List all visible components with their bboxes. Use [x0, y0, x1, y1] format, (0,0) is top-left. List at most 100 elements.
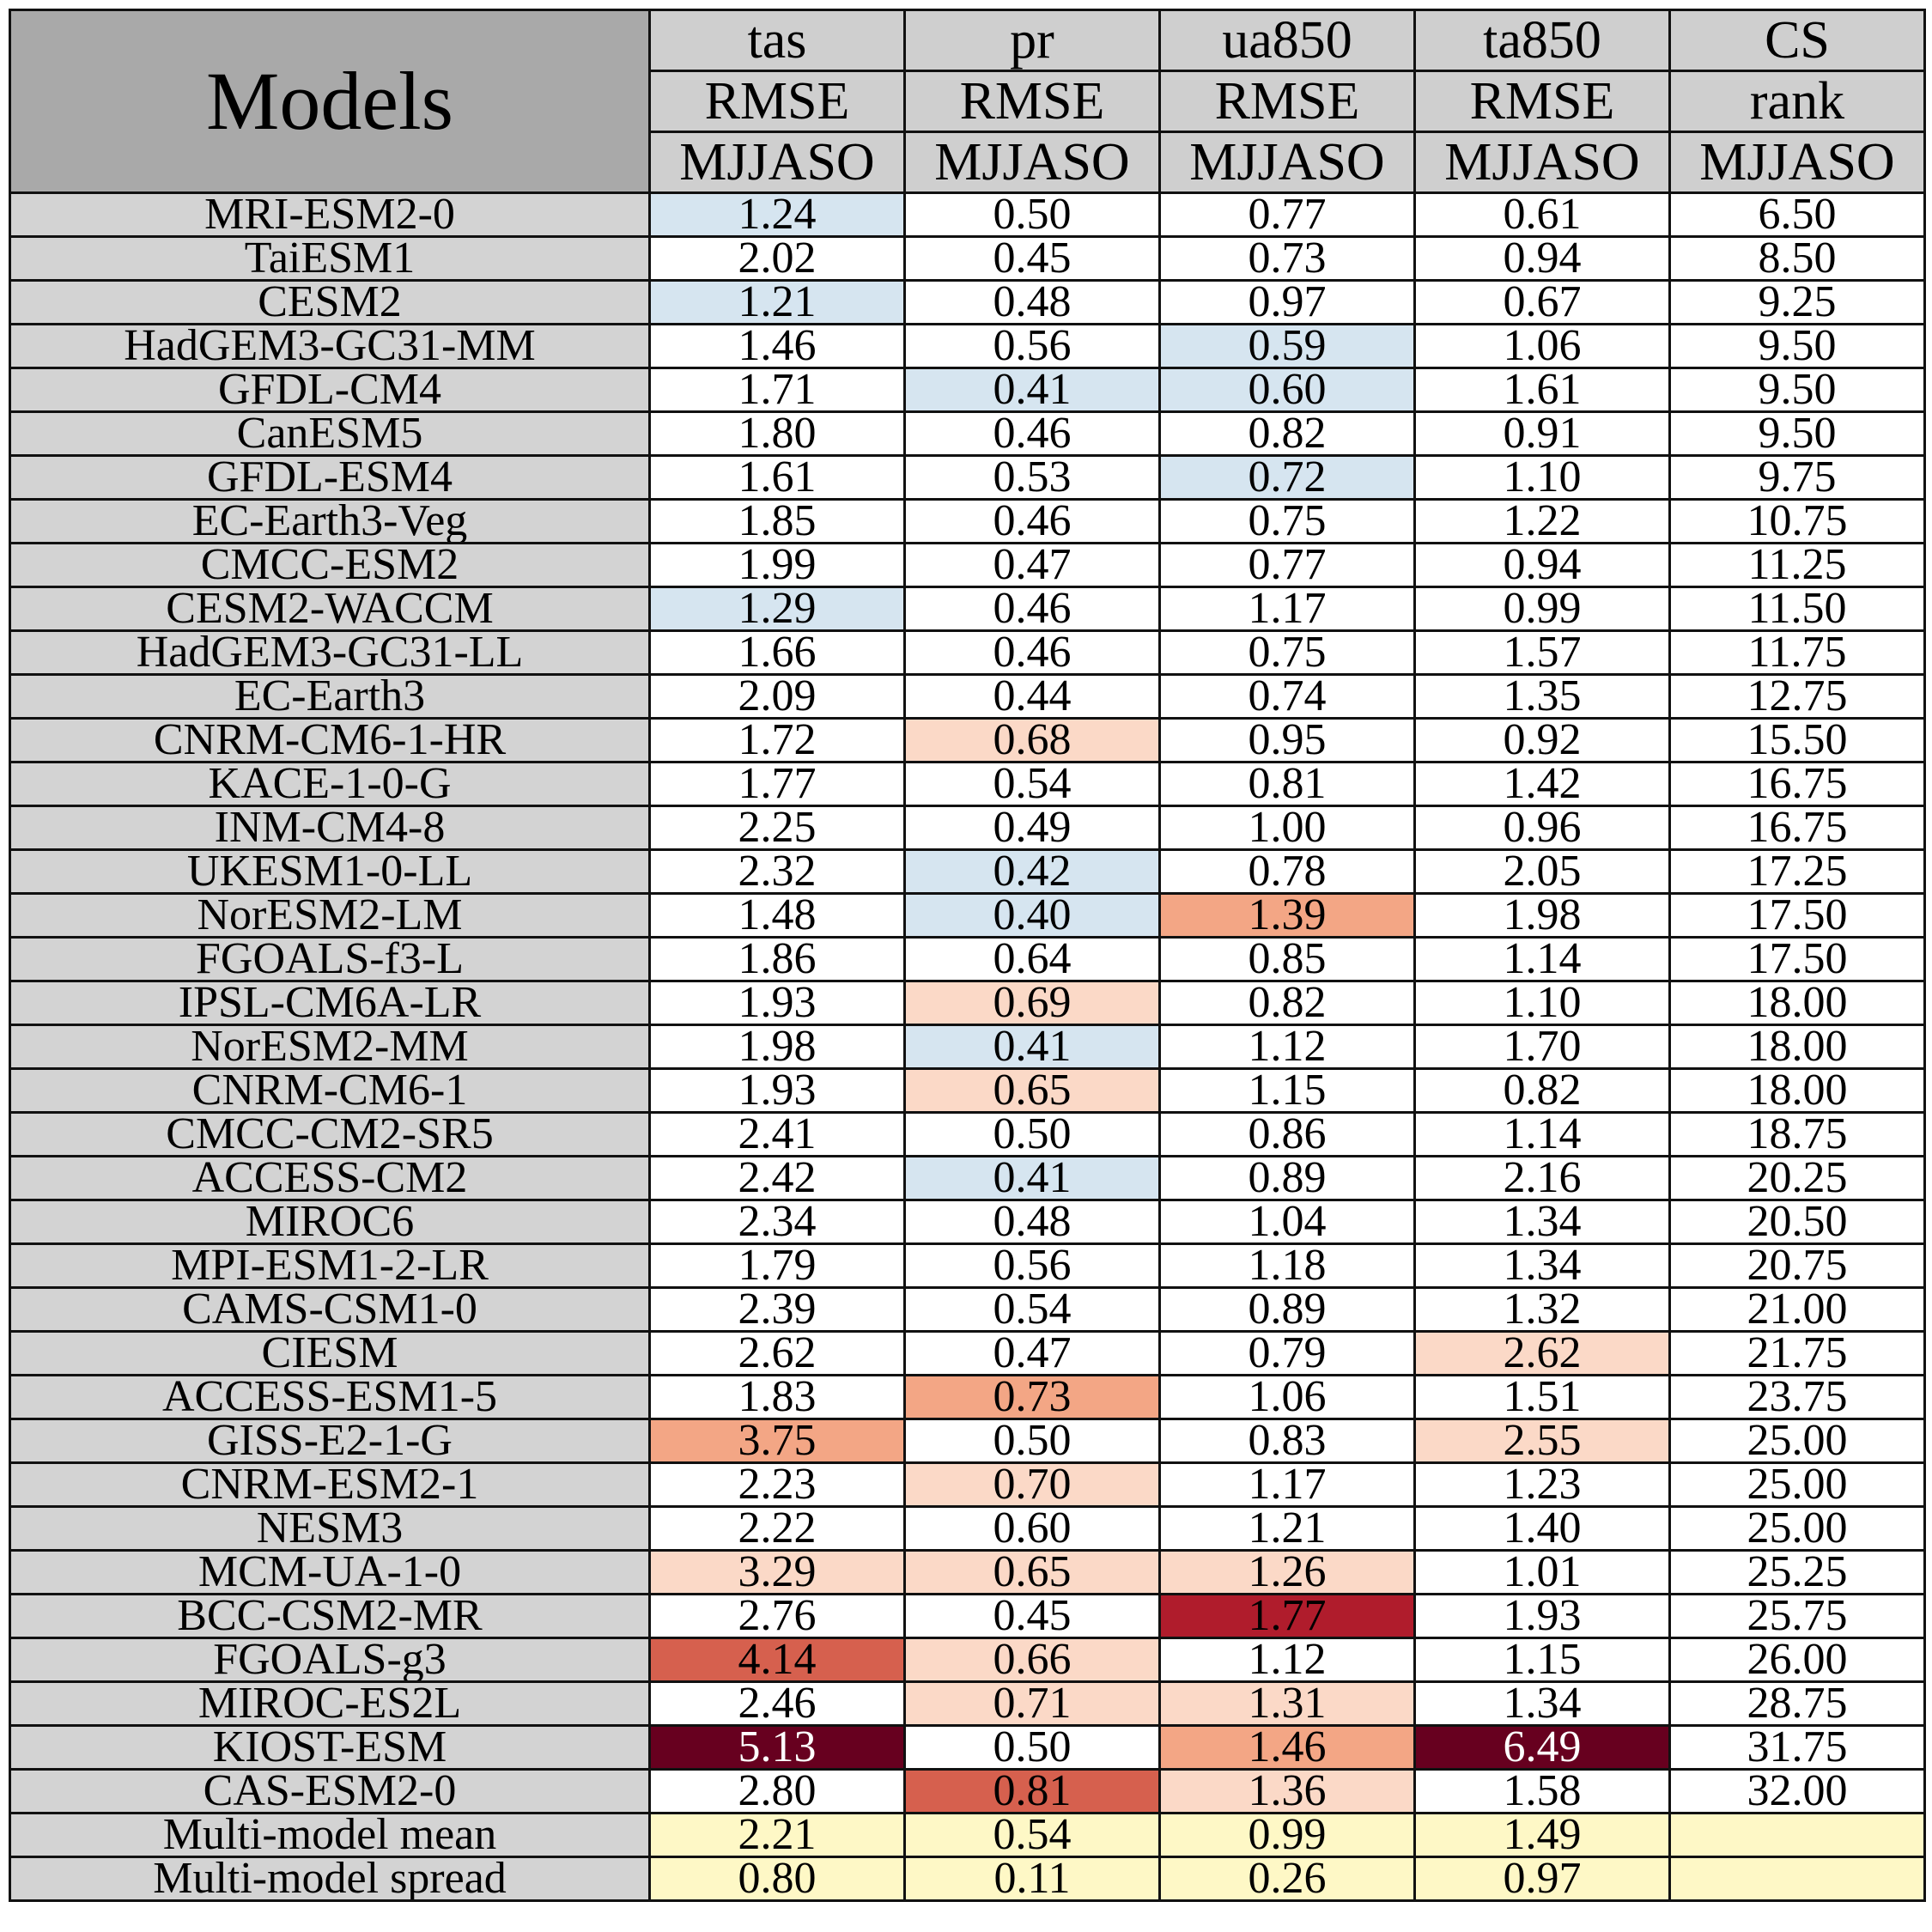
- model-name-cell: CNRM-CM6-1-HR: [10, 719, 650, 762]
- value-cell-cs-rank: 9.25: [1670, 281, 1925, 325]
- value-cell-ta850: 1.98: [1415, 894, 1670, 938]
- summary-cell-pr: 0.11: [905, 1857, 1160, 1901]
- model-name-cell: HadGEM3-GC31-LL: [10, 631, 650, 675]
- value-cell-cs-rank: 9.50: [1670, 368, 1925, 412]
- value-cell-ua850: 0.75: [1160, 631, 1415, 675]
- value-cell-ta850: 1.34: [1415, 1244, 1670, 1288]
- value-cell-tas: 2.42: [650, 1157, 905, 1200]
- value-cell-ua850: 0.82: [1160, 981, 1415, 1025]
- value-cell-ta850: 1.14: [1415, 1113, 1670, 1157]
- value-cell-pr: 0.41: [905, 368, 1160, 412]
- value-cell-ua850: 0.72: [1160, 456, 1415, 500]
- value-cell-ta850: 1.51: [1415, 1376, 1670, 1419]
- value-cell-pr: 0.54: [905, 762, 1160, 806]
- value-cell-pr: 0.48: [905, 281, 1160, 325]
- model-name-cell: FGOALS-f3-L: [10, 938, 650, 981]
- header-season-tas: MJJASO: [650, 132, 905, 193]
- value-cell-pr: 0.41: [905, 1157, 1160, 1200]
- value-cell-cs-rank: 18.00: [1670, 1025, 1925, 1069]
- table-row: MIROC-ES2L 2.46 0.71 1.31 1.34 28.75: [10, 1682, 1925, 1726]
- model-name-cell: CNRM-ESM2-1: [10, 1463, 650, 1507]
- value-cell-ta850: 1.34: [1415, 1200, 1670, 1244]
- value-cell-ta850: 1.32: [1415, 1288, 1670, 1332]
- value-cell-pr: 0.50: [905, 193, 1160, 237]
- model-name-cell: GISS-E2-1-G: [10, 1419, 650, 1463]
- value-cell-ua850: 1.15: [1160, 1069, 1415, 1113]
- header-metric-ua850: RMSE: [1160, 71, 1415, 132]
- value-cell-cs-rank: 32.00: [1670, 1770, 1925, 1814]
- value-cell-cs-rank: 16.75: [1670, 806, 1925, 850]
- table-row: MCM-UA-1-0 3.29 0.65 1.26 1.01 25.25: [10, 1551, 1925, 1595]
- header-var-ta850: ta850: [1415, 10, 1670, 71]
- value-cell-ta850: 1.35: [1415, 675, 1670, 719]
- value-cell-cs-rank: 17.50: [1670, 894, 1925, 938]
- value-cell-pr: 0.45: [905, 237, 1160, 281]
- model-name-cell: MIROC6: [10, 1200, 650, 1244]
- value-cell-tas: 2.46: [650, 1682, 905, 1726]
- value-cell-ta850: 2.55: [1415, 1419, 1670, 1463]
- value-cell-cs-rank: 12.75: [1670, 675, 1925, 719]
- value-cell-pr: 0.65: [905, 1069, 1160, 1113]
- value-cell-pr: 0.70: [905, 1463, 1160, 1507]
- value-cell-tas: 3.75: [650, 1419, 905, 1463]
- header-var-cs: CS: [1670, 10, 1925, 71]
- value-cell-cs-rank: 15.50: [1670, 719, 1925, 762]
- table-row: CAS-ESM2-0 2.80 0.81 1.36 1.58 32.00: [10, 1770, 1925, 1814]
- table-row: NorESM2-MM 1.98 0.41 1.12 1.70 18.00: [10, 1025, 1925, 1069]
- value-cell-tas: 1.99: [650, 544, 905, 587]
- value-cell-cs-rank: 18.00: [1670, 981, 1925, 1025]
- value-cell-cs-rank: 18.75: [1670, 1113, 1925, 1157]
- summary-cell-pr: 0.54: [905, 1814, 1160, 1857]
- value-cell-ua850: 0.73: [1160, 237, 1415, 281]
- value-cell-ua850: 1.12: [1160, 1638, 1415, 1682]
- table-row: MIROC6 2.34 0.48 1.04 1.34 20.50: [10, 1200, 1925, 1244]
- value-cell-ta850: 2.05: [1415, 850, 1670, 894]
- value-cell-cs-rank: 9.50: [1670, 325, 1925, 368]
- table-row: MPI-ESM1-2-LR 1.79 0.56 1.18 1.34 20.75: [10, 1244, 1925, 1288]
- summary-row: Multi-model spread 0.80 0.11 0.26 0.97: [10, 1857, 1925, 1901]
- model-name-cell: HadGEM3-GC31-MM: [10, 325, 650, 368]
- value-cell-ta850: 1.06: [1415, 325, 1670, 368]
- value-cell-tas: 1.80: [650, 412, 905, 456]
- table-row: GFDL-CM4 1.71 0.41 0.60 1.61 9.50: [10, 368, 1925, 412]
- model-name-cell: ACCESS-ESM1-5: [10, 1376, 650, 1419]
- value-cell-ua850: 1.12: [1160, 1025, 1415, 1069]
- value-cell-ta850: 1.23: [1415, 1463, 1670, 1507]
- summary-cell-ta850: 0.97: [1415, 1857, 1670, 1901]
- model-name-cell: CMCC-ESM2: [10, 544, 650, 587]
- header-season-ta850: MJJASO: [1415, 132, 1670, 193]
- value-cell-pr: 0.47: [905, 1332, 1160, 1376]
- value-cell-cs-rank: 26.00: [1670, 1638, 1925, 1682]
- table-row: CNRM-CM6-1 1.93 0.65 1.15 0.82 18.00: [10, 1069, 1925, 1113]
- table-row: INM-CM4-8 2.25 0.49 1.00 0.96 16.75: [10, 806, 1925, 850]
- value-cell-cs-rank: 9.75: [1670, 456, 1925, 500]
- value-cell-cs-rank: 25.25: [1670, 1551, 1925, 1595]
- summary-cell-cs-rank: [1670, 1814, 1925, 1857]
- value-cell-ta850: 2.16: [1415, 1157, 1670, 1200]
- header-var-ua850: ua850: [1160, 10, 1415, 71]
- value-cell-tas: 2.80: [650, 1770, 905, 1814]
- value-cell-cs-rank: 16.75: [1670, 762, 1925, 806]
- table-row: CNRM-CM6-1-HR 1.72 0.68 0.95 0.92 15.50: [10, 719, 1925, 762]
- table-row: CMCC-CM2-SR5 2.41 0.50 0.86 1.14 18.75: [10, 1113, 1925, 1157]
- value-cell-ua850: 1.77: [1160, 1595, 1415, 1638]
- value-cell-tas: 2.41: [650, 1113, 905, 1157]
- value-cell-ua850: 0.81: [1160, 762, 1415, 806]
- value-cell-ua850: 0.82: [1160, 412, 1415, 456]
- value-cell-tas: 3.29: [650, 1551, 905, 1595]
- value-cell-pr: 0.45: [905, 1595, 1160, 1638]
- value-cell-pr: 0.50: [905, 1113, 1160, 1157]
- value-cell-ua850: 1.36: [1160, 1770, 1415, 1814]
- value-cell-pr: 0.81: [905, 1770, 1160, 1814]
- value-cell-cs-rank: 9.50: [1670, 412, 1925, 456]
- value-cell-ua850: 1.00: [1160, 806, 1415, 850]
- value-cell-pr: 0.73: [905, 1376, 1160, 1419]
- table-container: Models tas pr ua850 ta850 CS RMSE RMSE R…: [9, 9, 1925, 1902]
- value-cell-ua850: 1.17: [1160, 587, 1415, 631]
- value-cell-ta850: 0.61: [1415, 193, 1670, 237]
- table-row: CNRM-ESM2-1 2.23 0.70 1.17 1.23 25.00: [10, 1463, 1925, 1507]
- model-name-cell: CIESM: [10, 1332, 650, 1376]
- model-name-cell: ACCESS-CM2: [10, 1157, 650, 1200]
- value-cell-ta850: 0.82: [1415, 1069, 1670, 1113]
- table-row: KACE-1-0-G 1.77 0.54 0.81 1.42 16.75: [10, 762, 1925, 806]
